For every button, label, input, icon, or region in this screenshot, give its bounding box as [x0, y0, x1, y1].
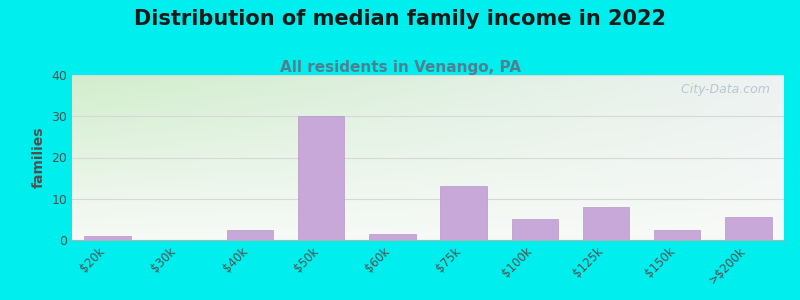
Bar: [441, 186, 486, 240]
Bar: [298, 116, 344, 240]
Bar: [512, 219, 558, 240]
Y-axis label: families: families: [32, 127, 46, 188]
Bar: [654, 230, 700, 240]
Bar: [726, 217, 771, 240]
Text: Distribution of median family income in 2022: Distribution of median family income in …: [134, 9, 666, 29]
Bar: [370, 234, 415, 240]
Bar: [583, 207, 629, 240]
Text: All residents in Venango, PA: All residents in Venango, PA: [279, 60, 521, 75]
Bar: [227, 230, 273, 240]
Text: City-Data.com: City-Data.com: [673, 83, 770, 96]
Bar: [85, 236, 130, 240]
